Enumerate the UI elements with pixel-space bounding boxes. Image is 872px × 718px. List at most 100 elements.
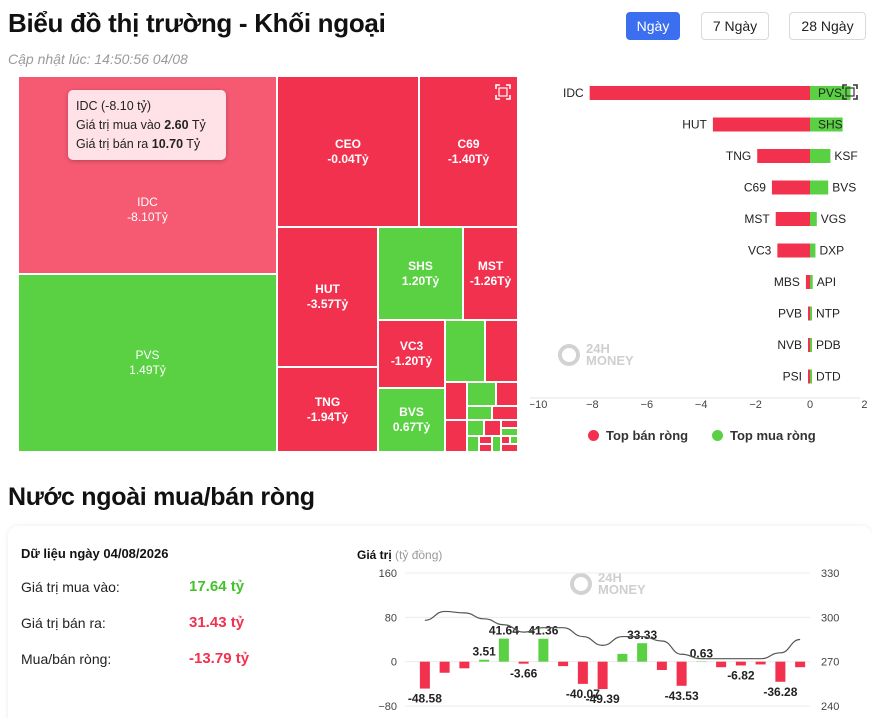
legend-dot-green (712, 430, 723, 441)
tile-symbol: CEO (334, 136, 361, 151)
treemap-tile-small[interactable] (501, 436, 510, 444)
sell-symbol-label: MBS (774, 275, 800, 289)
treemap-tile-small[interactable] (510, 436, 518, 444)
treemap-tile-tng[interactable]: TNG -1.94Tỷ (277, 367, 378, 452)
net-bar (577, 661, 588, 684)
treemap-tile-vc3[interactable]: VC3 -1.20Tỷ (378, 320, 445, 388)
treemap-tile-small[interactable] (467, 436, 479, 452)
legend-item-sell[interactable]: Top bán ròng (588, 428, 688, 443)
treemap-tooltip: IDC (-8.10 tỷ) Giá trị mua vào 2.60 Tỷ G… (68, 90, 226, 160)
watermark-line2: MONEY (598, 582, 646, 597)
treemap-tile-small[interactable] (445, 382, 467, 420)
buy-symbol-label: SHS (818, 118, 843, 132)
treemap-tile-small[interactable] (479, 436, 492, 444)
net-value-label: Mua/bán ròng: (21, 651, 112, 667)
treemap-tile-small[interactable] (445, 320, 485, 382)
bar-value-label: 41.64 (489, 624, 519, 638)
tile-symbol: C69 (457, 136, 480, 151)
range-button-day[interactable]: Ngày (626, 12, 680, 40)
buy-bar (810, 212, 817, 226)
updated-timestamp: Cập nhật lúc: 14:50:56 04/08 (8, 51, 188, 67)
net-bar (755, 661, 766, 665)
legend-item-buy[interactable]: Top mua ròng (712, 428, 816, 443)
treemap-tile-small[interactable] (467, 382, 496, 406)
treemap-tile-small[interactable] (445, 420, 467, 452)
treemap-tile-bvs[interactable]: BVS 0.67Tỷ (378, 388, 445, 452)
x-tick-label: −8 (586, 399, 599, 411)
bar-value-label: -40.07 (566, 687, 600, 701)
buy-symbol-label: NTP (816, 307, 840, 321)
top-net-chart: −10 −8 −6 −4 −2 0 2 IDC PVS HUT SHS TNG KSF C69 BVS MST… (530, 86, 867, 411)
treemap-tile-ceo[interactable]: CEO -0.04Tỷ (277, 76, 419, 227)
net-bar (439, 661, 450, 673)
bar-value-label: 33.33 (627, 628, 657, 642)
treemap-tile-small[interactable] (501, 428, 518, 436)
tile-value: -0.04Tỷ (327, 151, 369, 166)
updated-label: Cập nhật lúc: (8, 51, 91, 67)
foreign-treemap: IDC -8.10Tỷ CEO -0.04Tỷ C69 -1.40Tỷ PVS … (18, 76, 518, 452)
chart-ylabel: Giá trị (tỷ đồng) (357, 548, 442, 562)
x-tick-label: 0 (807, 399, 813, 411)
sell-symbol-label: PSI (783, 370, 802, 384)
treemap-tile-small[interactable] (496, 382, 518, 406)
treemap-tile-shs[interactable]: SHS 1.20Tỷ (378, 227, 463, 320)
buy-bar (810, 86, 851, 100)
brand-logo-icon (558, 344, 580, 366)
treemap-tile-small[interactable] (485, 320, 518, 382)
buy-symbol-label: BVS (832, 181, 856, 195)
tooltip-unit: Tỷ (191, 118, 206, 132)
y2-tick-label: 270 (821, 657, 839, 669)
net-bar (735, 661, 746, 666)
y2-tick-label: 300 (821, 612, 839, 624)
buy-symbol-label: DTD (816, 370, 841, 384)
y2-tick-label: 330 (821, 568, 839, 580)
watermark-text: 24H MONEY (598, 571, 646, 597)
treemap-tile-small[interactable] (492, 436, 501, 452)
section-title-net: Nước ngoài mua/bán ròng (8, 483, 315, 511)
tooltip-buy-value: 2.60 (164, 118, 189, 132)
fullscreen-icon[interactable] (495, 84, 511, 100)
sell-symbol-label: PVB (778, 307, 802, 321)
x-tick-label: −10 (530, 399, 547, 411)
treemap-tile-pvs[interactable]: PVS 1.49Tỷ (18, 274, 277, 452)
sell-bar (775, 212, 810, 226)
x-tick-label: −6 (641, 399, 654, 411)
treemap-tile-hut[interactable]: HUT -3.57Tỷ (277, 227, 378, 367)
buy-value-label: Giá trị mua vào: (21, 579, 120, 595)
net-bar (597, 661, 608, 690)
chart-yunit: (tỷ đồng) (395, 548, 443, 562)
sell-bar (808, 369, 810, 384)
sell-value: 31.43 tỷ (189, 614, 245, 631)
treemap-tile-small[interactable] (479, 444, 492, 452)
fullscreen-icon[interactable] (842, 84, 858, 100)
buy-symbol-label: API (817, 275, 836, 289)
net-buy-sell-chart: 160 80 0 −80 330 300 270 240 -48.58 3.51 41.64 -3.6… (378, 568, 839, 713)
tile-value: 0.67Tỷ (392, 420, 431, 434)
treemap-tile-small[interactable] (467, 420, 484, 436)
sell-symbol-label: MST (744, 212, 770, 226)
range-button-28-days[interactable]: 28 Ngày (789, 12, 866, 40)
treemap-tile-c69[interactable]: C69 -1.40Tỷ (419, 76, 518, 227)
legend-label-buy: Top mua ròng (730, 428, 816, 443)
treemap-tile-mst[interactable]: MST -1.26Tỷ (463, 227, 518, 320)
treemap-tile-small[interactable] (484, 420, 501, 436)
range-button-7-days[interactable]: 7 Ngày (701, 12, 769, 40)
watermark-line2: MONEY (586, 353, 634, 368)
treemap-tile-small[interactable] (492, 406, 518, 420)
bar-value-label: -48.58 (408, 692, 442, 706)
treemap-tile-small[interactable] (501, 420, 518, 428)
treemap-tile-small[interactable] (467, 406, 492, 420)
tooltip-title: IDC (-8.10 tỷ) (76, 99, 152, 113)
bar-value-label: -36.28 (763, 685, 797, 699)
net-bar (459, 661, 470, 669)
brand-watermark: 24H MONEY (570, 571, 646, 597)
sell-value-label: Giá trị bán ra: (21, 615, 106, 631)
tooltip-buy-row: Giá trị mua vào 2.60 Tỷ (76, 116, 218, 135)
bar-value-label: 3.51 (472, 645, 496, 659)
buy-bar (810, 369, 812, 384)
sell-symbol-label: IDC (563, 86, 584, 100)
sell-symbol-label: HUT (682, 118, 707, 132)
treemap-tile-small[interactable] (501, 444, 518, 452)
tile-symbol: MST (477, 258, 504, 273)
tile-symbol: BVS (399, 405, 424, 419)
